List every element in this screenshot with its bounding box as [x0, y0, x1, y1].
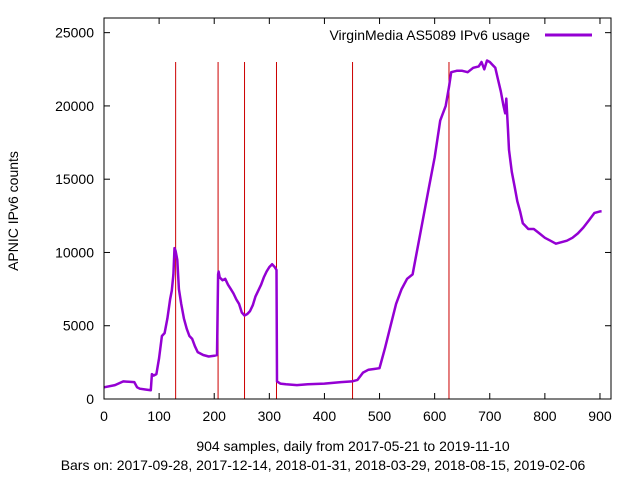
plot-marks: [103, 59, 602, 399]
legend: VirginMedia AS5089 IPv6 usage: [329, 27, 592, 43]
legend-label: VirginMedia AS5089 IPv6 usage: [329, 27, 530, 43]
x-axis-label: 904 samples, daily from 2017-05-21 to 20…: [196, 438, 510, 454]
bars-caption: Bars on: 2017-09-28, 2017-12-14, 2018-01…: [61, 457, 586, 473]
x-axis: 0 100 200 300 400 500 600 700 800 900: [100, 18, 612, 424]
y-axis: 0 5000 10000 15000 20000 25000: [55, 25, 611, 407]
y-tick-label: 25000: [55, 25, 94, 41]
series-line: [103, 59, 602, 392]
x-tick-label: 600: [423, 408, 447, 424]
x-tick-label: 200: [203, 408, 227, 424]
x-tick-label: 100: [147, 408, 171, 424]
y-tick-label: 15000: [55, 171, 94, 187]
x-tick-label: 300: [258, 408, 282, 424]
x-tick-label: 700: [478, 408, 502, 424]
y-axis-label: APNIC IPv6 counts: [5, 151, 21, 271]
x-tick-label: 500: [368, 408, 392, 424]
x-tick-label: 0: [100, 408, 108, 424]
y-tick-label: 0: [86, 391, 94, 407]
plot-frame: [103, 17, 612, 400]
x-tick-label: 900: [588, 408, 612, 424]
x-tick-label: 800: [533, 408, 557, 424]
x-tick-label: 400: [313, 408, 337, 424]
y-tick-label: 10000: [55, 244, 94, 260]
y-tick-label: 20000: [55, 98, 94, 114]
y-tick-label: 5000: [63, 318, 94, 334]
